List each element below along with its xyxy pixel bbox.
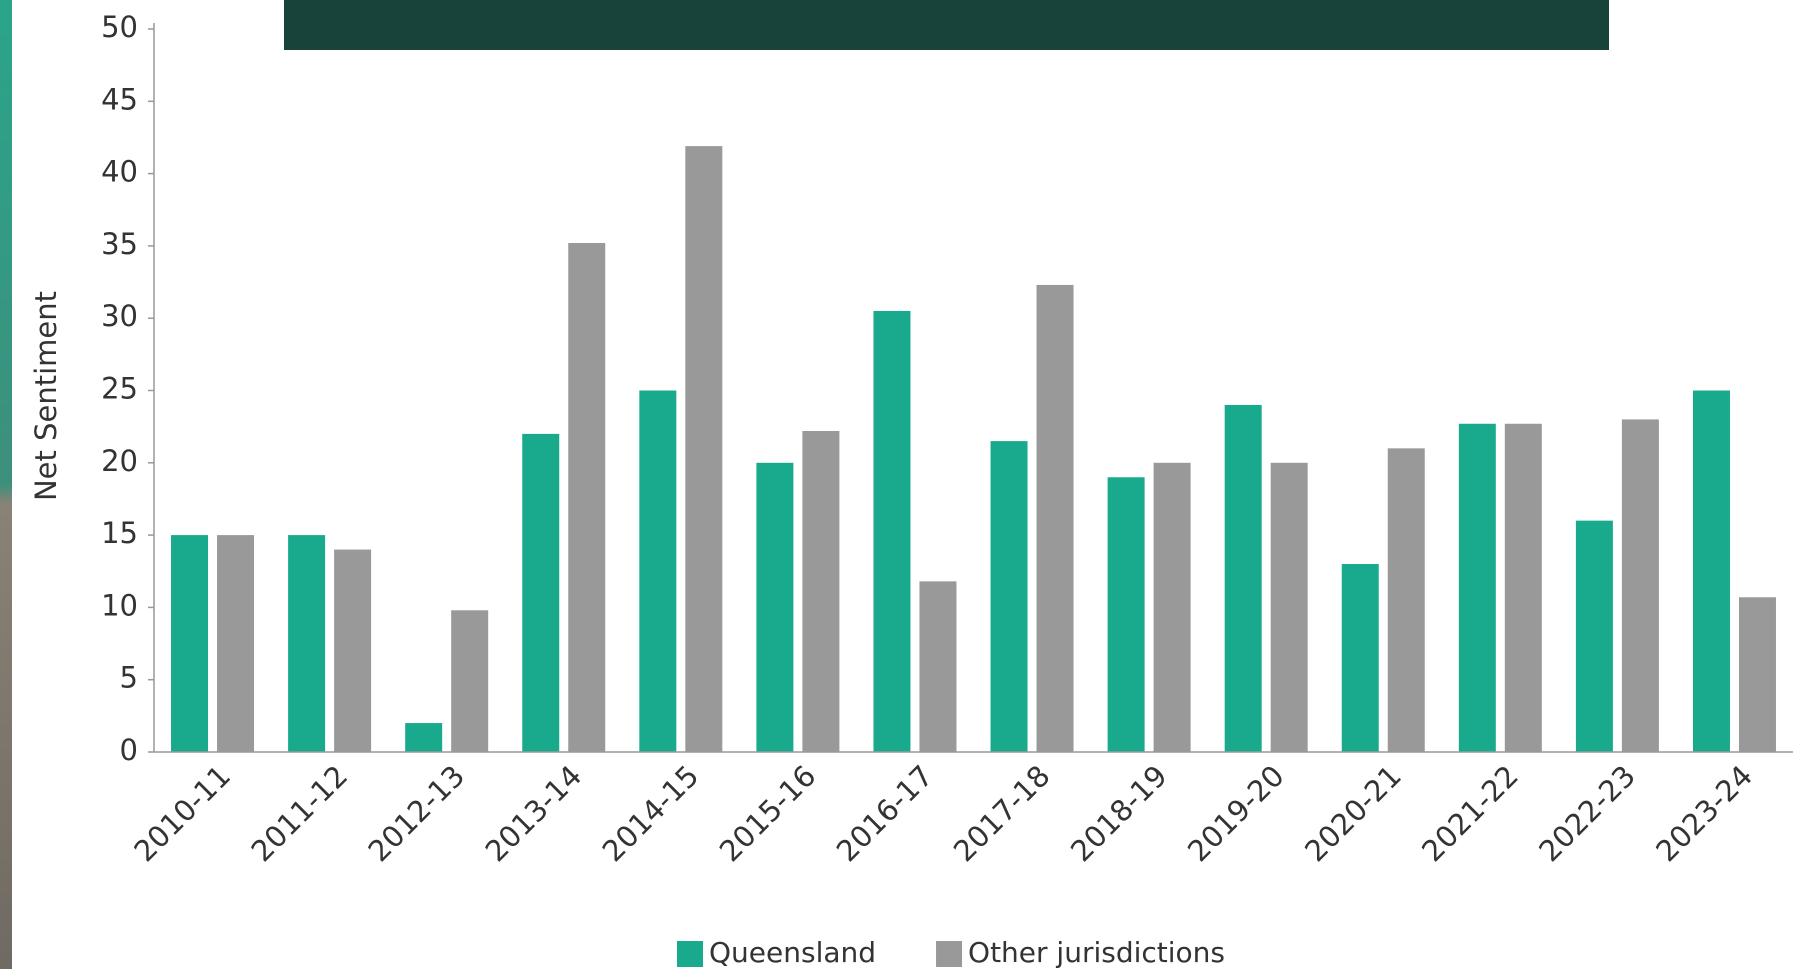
bar: [405, 723, 443, 752]
y-tick-label: 20: [101, 444, 138, 478]
bar: [685, 146, 723, 753]
bar: [1341, 564, 1379, 752]
y-tick-label: 30: [101, 299, 138, 333]
y-tick-label: 0: [120, 733, 138, 767]
y-tick-label: 15: [101, 516, 138, 550]
bar: [1036, 284, 1074, 752]
y-tick-label: 5: [120, 661, 138, 695]
bar: [1692, 390, 1730, 752]
bar: [802, 430, 840, 752]
bar: [334, 549, 372, 752]
bar: [171, 535, 209, 752]
x-tick-label: 2019-20: [1181, 759, 1291, 869]
bar: [1224, 404, 1262, 752]
x-tick-label: 2018-19: [1064, 759, 1174, 869]
bar: [639, 390, 677, 752]
y-tick-label: 35: [101, 227, 138, 261]
title-banner: [284, 0, 1609, 50]
background-strip: [0, 0, 12, 969]
legend-swatch: [677, 941, 703, 967]
x-tick-label: 2021-22: [1415, 759, 1525, 869]
x-tick-label: 2013-14: [479, 759, 589, 869]
legend: Queensland Other jurisdictions: [677, 936, 1225, 969]
x-tick-label: 2011-12: [244, 759, 354, 869]
x-tick-label: 2020-21: [1298, 759, 1408, 869]
bar: [1107, 477, 1145, 752]
bar: [990, 441, 1028, 752]
x-tick-label: 2015-16: [713, 759, 823, 869]
y-tick-label: 40: [101, 155, 138, 189]
y-tick-label: 50: [101, 10, 138, 44]
x-tick-label: 2023-24: [1649, 759, 1759, 869]
x-tick-label: 2014-15: [596, 759, 706, 869]
bar: [1504, 423, 1542, 752]
bar: [217, 535, 255, 752]
bar: [451, 610, 489, 752]
bar: [288, 535, 326, 752]
bar: [1458, 423, 1496, 752]
bar: [1153, 462, 1191, 752]
bar: [919, 581, 957, 752]
y-axis-label: Net Sentiment: [29, 291, 63, 501]
x-tick-label: 2010-11: [127, 759, 237, 869]
legend-label: Queensland: [709, 936, 876, 969]
legend-label: Other jurisdictions: [968, 936, 1225, 969]
bar: [1738, 597, 1776, 752]
y-tick-label: 25: [101, 372, 138, 406]
bar: [1621, 419, 1659, 752]
legend-swatch: [936, 941, 963, 967]
bar: [1270, 462, 1308, 752]
bar: [1575, 520, 1613, 752]
bar: [873, 310, 911, 752]
x-tick-label: 2012-13: [362, 759, 472, 869]
x-tick-label: 2016-17: [830, 759, 940, 869]
bar: [522, 433, 560, 752]
bar: [568, 243, 606, 752]
y-tick-label: 10: [101, 588, 138, 622]
x-tick-label: 2022-23: [1532, 759, 1642, 869]
bar: [1387, 448, 1425, 752]
y-tick-label: 45: [101, 82, 138, 116]
bar: [756, 462, 794, 752]
x-tick-label: 2017-18: [947, 759, 1057, 869]
